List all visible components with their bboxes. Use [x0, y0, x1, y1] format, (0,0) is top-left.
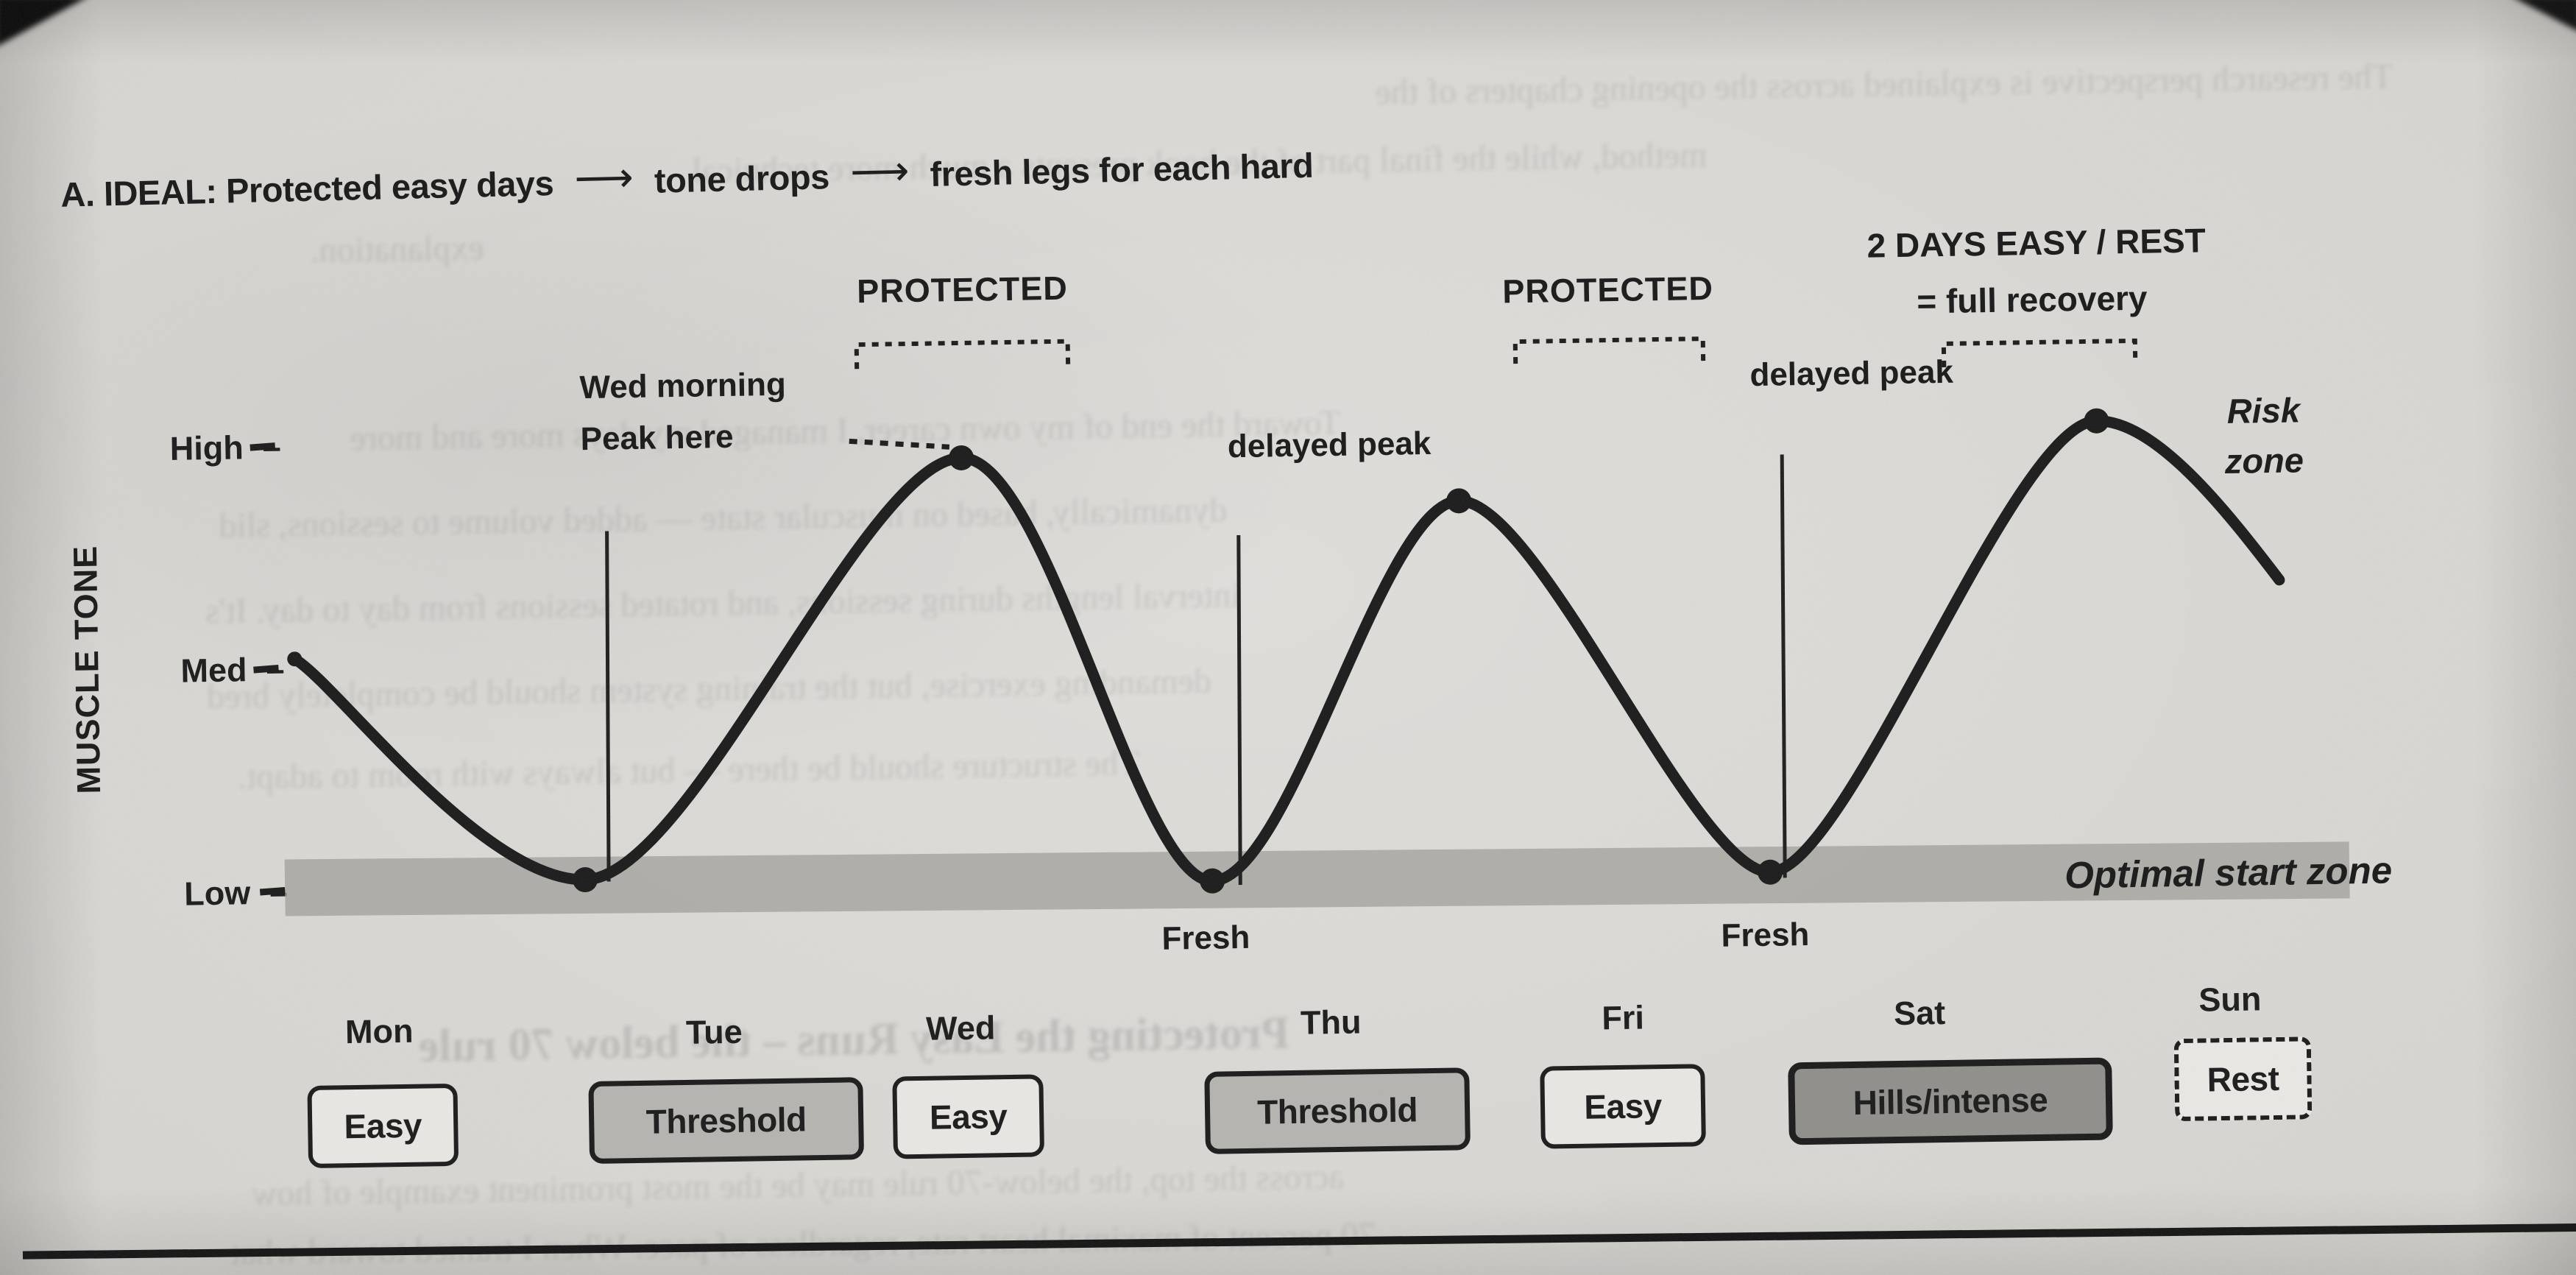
- bleedthrough-text: explanation.: [310, 228, 484, 270]
- peak-dot-delayed-2: [2084, 408, 2109, 434]
- recovery-bracket: [1941, 338, 2138, 368]
- y-tick-med-text: Med: [180, 651, 247, 690]
- title-step-1: Protected easy days: [225, 163, 554, 211]
- y-tick-high-text: High: [169, 428, 244, 467]
- trough-dot-fresh-2: [1758, 859, 1783, 885]
- fresh-label-2: Fresh: [1721, 916, 1810, 954]
- y-axis-label: MUSCLE TONE: [66, 545, 108, 794]
- protected-bracket-1: [854, 339, 1071, 370]
- protected-label-2: PROTECTED: [1501, 269, 1714, 311]
- peak-dot-delayed-1: [1446, 488, 1472, 514]
- day-label-wed: Wed: [925, 1009, 996, 1048]
- fresh-label-1: Fresh: [1161, 919, 1250, 957]
- bleedthrough-text: dynamically, based on muscular state — a…: [219, 490, 1228, 545]
- right-arrow-icon: ⟶: [573, 153, 634, 202]
- recovery-label-line1: 2 DAYS EASY / REST: [1866, 221, 2207, 265]
- bleedthrough-heading: Protecting the Easy Runs – the below 70 …: [418, 1008, 1290, 1072]
- y-tick-high: High –: [141, 428, 281, 468]
- workout-box-tue-label: Threshold: [645, 1100, 807, 1141]
- optimal-start-zone-band: [284, 841, 2350, 916]
- tick-dash: –: [269, 873, 289, 911]
- bleedthrough-text: demanding exercise, but the training sys…: [206, 661, 1212, 717]
- workout-box-sat-label: Hills/intense: [1853, 1080, 2048, 1123]
- day-label-sat: Sat: [1893, 994, 1946, 1033]
- title-step-3: fresh legs for each hard: [929, 145, 1314, 194]
- trough-dot-fresh-1: [1200, 868, 1225, 894]
- muscle-tone-curve: [289, 415, 2285, 887]
- day-label-thu: Thu: [1300, 1003, 1362, 1042]
- curve-start-dot: [287, 651, 302, 667]
- right-arrow-icon: ⟶: [849, 146, 910, 195]
- workout-box-fri: Easy: [1540, 1064, 1706, 1149]
- protected-label-1: PROTECTED: [856, 269, 1069, 311]
- workout-box-mon-label: Easy: [344, 1106, 422, 1146]
- protected-bracket-2: [1512, 336, 1706, 364]
- workout-box-wed: Easy: [892, 1074, 1045, 1159]
- optimal-start-zone-label: Optimal start zone: [2064, 849, 2393, 897]
- bleedthrough-text: The structure should be there — but alwa…: [237, 744, 1141, 797]
- day-boundary-line-3: [1780, 454, 1787, 878]
- delayed-peak-label-2: delayed peak: [1749, 353, 1954, 394]
- workout-box-wed-label: Easy: [929, 1097, 1008, 1137]
- day-label-fri: Fri: [1602, 998, 1645, 1037]
- bleedthrough-text: Toward the end of my own career, I manag…: [350, 403, 1342, 458]
- bleedthrough-text: The research perspective is explained ac…: [1374, 57, 2394, 113]
- workout-box-mon: Easy: [307, 1083, 459, 1168]
- recovery-label-line2: = full recovery: [1916, 278, 2148, 321]
- day-label-sun: Sun: [2198, 980, 2262, 1019]
- bleedthrough-text: 70 percent of maximal heart rate, regard…: [230, 1215, 1377, 1273]
- y-tick-low: Low –: [148, 873, 289, 914]
- workout-box-fri-label: Easy: [1583, 1087, 1663, 1126]
- wed-morning-label: Wed morning: [579, 366, 787, 406]
- workout-box-thu: Threshold: [1204, 1067, 1471, 1154]
- risk-zone-label-line2: zone: [2224, 440, 2304, 481]
- y-tick-low-text: Low: [183, 874, 251, 913]
- title-prefix: A. IDEAL:: [60, 171, 218, 214]
- y-tick-med: Med –: [144, 650, 285, 691]
- workout-box-thu-label: Threshold: [1256, 1090, 1418, 1131]
- title-step-2: tone drops: [654, 157, 830, 200]
- photo-corner-shadow-topright: [2510, 0, 2576, 32]
- bleedthrough-text: interval lengths during sessions, and ro…: [205, 576, 1242, 632]
- workout-box-tue: Threshold: [588, 1077, 865, 1164]
- workout-box-sun-label: Rest: [2207, 1059, 2279, 1099]
- workout-box-sun: Rest: [2173, 1036, 2313, 1122]
- risk-zone-label-line1: Risk: [2226, 390, 2301, 431]
- peak-here-label: Peak here: [580, 418, 734, 458]
- day-label-tue: Tue: [685, 1012, 743, 1051]
- photo-corner-shadow-topleft: [0, 0, 90, 47]
- page-title: A. IDEAL: Protected easy days ⟶ tone dro…: [60, 139, 1314, 217]
- day-label-mon: Mon: [344, 1011, 414, 1051]
- delayed-peak-label-1: delayed peak: [1227, 425, 1432, 465]
- workout-box-sat: Hills/intense: [1788, 1057, 2113, 1145]
- tick-dash: –: [266, 650, 285, 688]
- trough-dot-1: [573, 867, 598, 893]
- tick-dash: –: [262, 428, 282, 466]
